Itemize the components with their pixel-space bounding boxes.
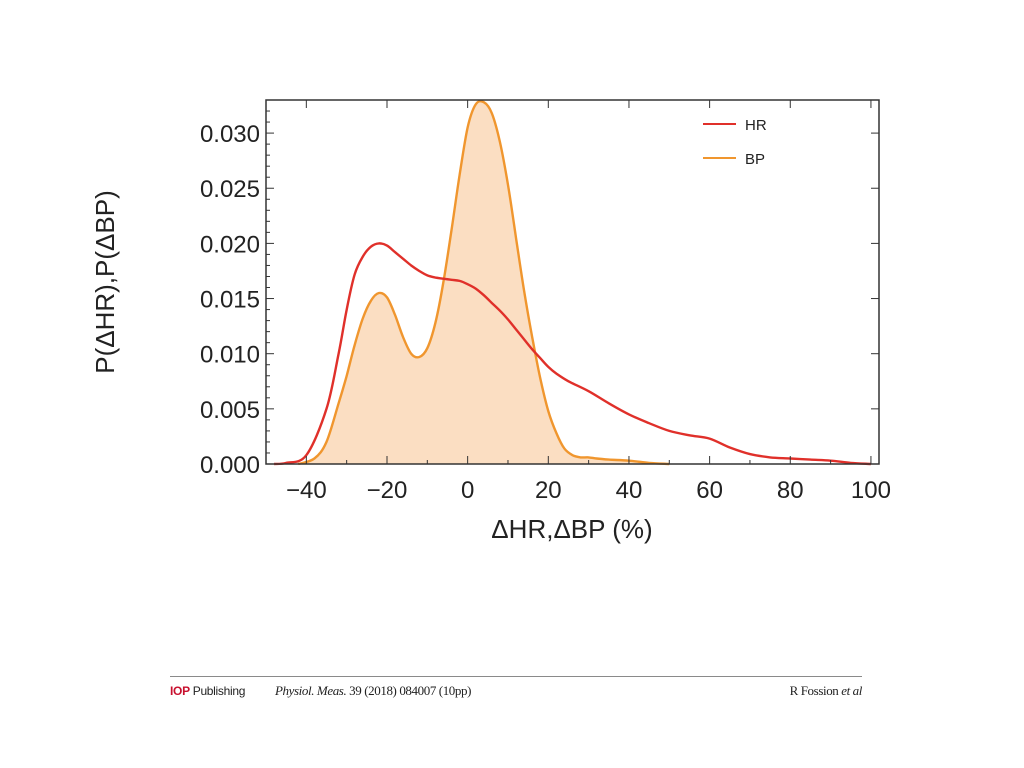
x-tick-label: −20: [367, 477, 408, 504]
x-axis-title: ΔHR,ΔBP (%): [491, 514, 652, 544]
y-axis-title: P(ΔHR),P(ΔBP): [90, 190, 120, 374]
authors: R Fossion et al: [789, 683, 863, 699]
y-tick-label: 0.015: [200, 287, 260, 314]
x-tick-label: −40: [286, 477, 327, 504]
y-tick-label: 0.030: [200, 121, 260, 148]
plot-frame: [265, 99, 880, 465]
x-tick-label: 40: [616, 477, 643, 504]
legend-label-hr: HR: [745, 117, 767, 134]
x-tick-label: 80: [777, 477, 804, 504]
author-names: R Fossion: [789, 683, 839, 698]
publisher-name: Publishing: [192, 684, 246, 698]
authors-suffix: et al: [841, 683, 862, 698]
publisher-mark: IOP: [170, 684, 190, 698]
y-tick-label: 0.005: [200, 397, 260, 424]
bp-area: [298, 101, 670, 464]
density-chart: −40 −20 0 20 40 60 80 100 0.000 0.005 0.010 0.015 0.…: [90, 99, 891, 544]
axes: −40 −20 0 20 40 60 80 100 0.000 0.005 0.010 0.015 0.…: [200, 100, 891, 504]
page-footer: IOP Publishing Physiol. Meas. 39 (2018) …: [170, 683, 862, 703]
y-tick-label: 0.010: [200, 342, 260, 369]
plot-area: [273, 99, 871, 466]
legend: HR BP: [703, 117, 767, 168]
publisher-logo: IOP Publishing: [170, 683, 245, 699]
x-tick-label: 0: [461, 477, 474, 504]
journal-name: Physiol. Meas.: [275, 683, 347, 698]
x-tick-label: 100: [851, 477, 891, 504]
y-tick-label: 0.020: [200, 231, 260, 258]
bp-line: [297, 99, 670, 466]
y-tick-label: 0.025: [200, 176, 260, 203]
x-tick-label: 20: [535, 477, 562, 504]
citation-details: 39 (2018) 084007 (10pp): [349, 683, 472, 698]
legend-label-bp: BP: [745, 151, 765, 168]
footer-divider: [170, 676, 862, 677]
x-tick-label: 60: [696, 477, 723, 504]
hr-line: [273, 242, 871, 466]
y-tick-label: 0.000: [200, 452, 260, 479]
journal-citation: Physiol. Meas. 39 (2018) 084007 (10pp): [275, 683, 471, 699]
